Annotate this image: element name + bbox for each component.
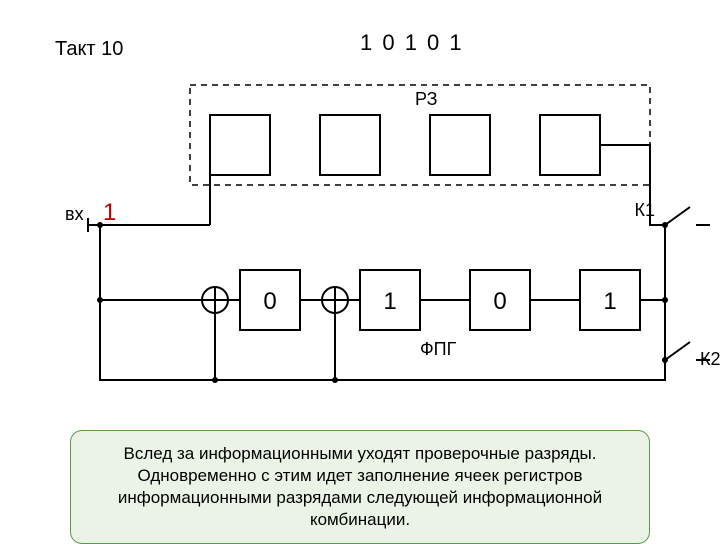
rz-cell-2 (430, 115, 490, 175)
label-vx: вх (65, 204, 84, 224)
label-fpg: ФПГ (420, 339, 457, 359)
fpg-cell-value-1: 1 (383, 288, 396, 315)
caption-text: Вслед за информационными уходят провероч… (118, 444, 602, 529)
junction-dot (662, 297, 668, 303)
junction-dot (212, 377, 218, 383)
fpg-cell-value-3: 1 (603, 288, 616, 315)
label-k2: К2 (700, 349, 720, 369)
label-k1: К1 (635, 200, 656, 220)
wire (88, 225, 202, 300)
label-takt: Такт 10 (55, 38, 123, 60)
switch-k2-arm (665, 342, 690, 360)
rz-cell-0 (210, 115, 270, 175)
fpg-cell-value-0: 0 (263, 288, 276, 315)
caption-box: Вслед за информационными уходят провероч… (70, 430, 650, 544)
label-top-bits: 1 0 1 0 1 (360, 30, 464, 55)
rz-cell-1 (320, 115, 380, 175)
rz-cell-3 (540, 115, 600, 175)
fpg-cell-value-2: 0 (493, 288, 506, 315)
label-vx-value: 1 (103, 199, 116, 226)
junction-dot (97, 297, 103, 303)
switch-k1-arm (665, 207, 690, 225)
label-rz: РЗ (415, 89, 437, 109)
junction-dot (332, 377, 338, 383)
